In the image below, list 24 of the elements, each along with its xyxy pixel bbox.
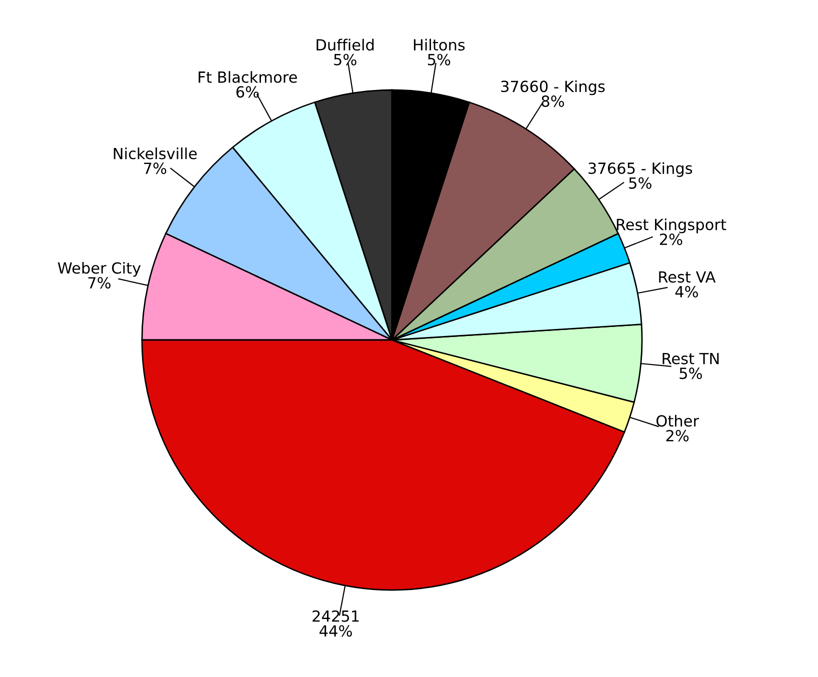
data-label: 8% [542, 95, 564, 107]
slice-label: Hiltons [414, 38, 465, 51]
data-label: 2% [666, 430, 689, 442]
slice-label: 37660 - Kings [501, 80, 605, 96]
data-label: 7% [144, 162, 166, 174]
data-label: 44% [320, 625, 352, 637]
data-label: 2% [660, 234, 682, 246]
data-label: 6% [236, 86, 259, 98]
data-label: 5% [428, 54, 450, 66]
data-label: 5% [680, 368, 702, 380]
slice-label: Rest TN [662, 352, 719, 364]
slice-label: Ft Blackmore [198, 71, 297, 83]
data-label: 5% [629, 177, 652, 189]
slice-label: Rest Kingsport [616, 218, 726, 234]
data-label: 4% [675, 286, 698, 298]
slice-label: Weber City [58, 262, 141, 277]
slice-label: 24251 [312, 610, 359, 622]
slice-label: Nickelsville [114, 147, 197, 160]
data-label: 7% [88, 277, 110, 289]
slice-label: Duffield [316, 38, 374, 51]
slice-label: Other [656, 414, 700, 427]
slice-label: Rest VA [659, 271, 716, 283]
data-label: 5% [334, 54, 356, 66]
slice-label: 37665 - Kings [588, 162, 692, 177]
